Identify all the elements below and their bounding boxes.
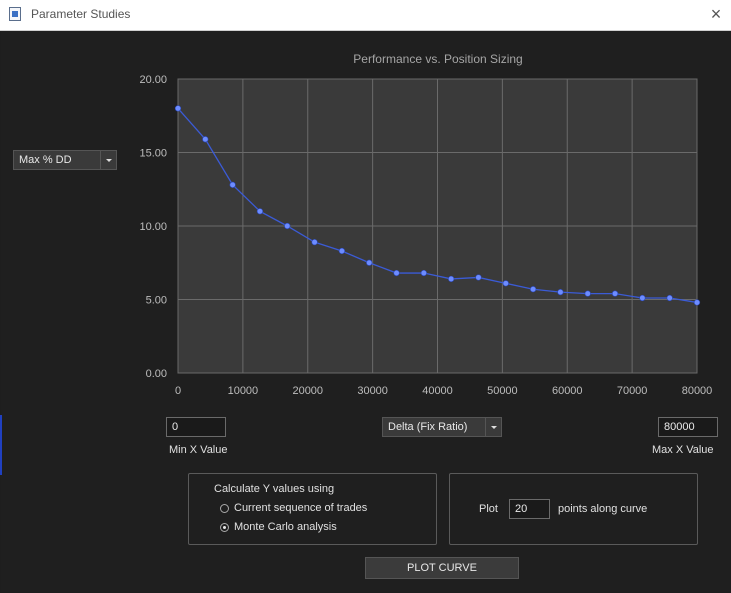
radio-current-sequence[interactable]: Current sequence of trades — [220, 502, 367, 514]
data-point — [311, 239, 318, 246]
data-point — [393, 269, 400, 277]
x-tick-label: 20000 — [292, 385, 323, 397]
x-tick-label: 10000 — [228, 385, 259, 397]
x-tick-label: 60000 — [552, 385, 583, 397]
window-title: Parameter Studies — [31, 7, 131, 21]
plot-prefix-label: Plot — [479, 503, 498, 515]
data-point — [502, 280, 509, 287]
x-tick-label: 70000 — [617, 385, 648, 397]
y-tick-label: 10.00 — [139, 221, 167, 233]
x-parameter-dropdown[interactable]: Delta (Fix Ratio) — [382, 417, 502, 437]
x-tick-label: 50000 — [487, 385, 518, 397]
calculate-y-group: Calculate Y values using Current sequenc… — [188, 473, 437, 545]
data-point — [284, 222, 291, 230]
chevron-down-icon — [485, 418, 501, 436]
title-bar: Parameter Studies — [0, 0, 731, 31]
min-x-input[interactable]: 0 — [166, 417, 226, 437]
plot-curve-button[interactable]: PLOT CURVE — [365, 557, 519, 579]
plot-border — [177, 78, 698, 374]
data-point — [584, 290, 591, 297]
radio-button[interactable] — [220, 522, 229, 532]
y-tick-label: 5.00 — [146, 295, 167, 307]
min-x-label: Min X Value — [169, 444, 228, 456]
data-point — [530, 286, 537, 293]
calculate-y-heading: Calculate Y values using — [214, 483, 335, 495]
left-edge-accent — [0, 415, 2, 475]
plot-points-group: Plot 20 points along curve — [449, 473, 698, 545]
radio-label: Monte Carlo analysis — [234, 521, 337, 533]
data-point — [557, 289, 564, 296]
y-tick-label: 15.00 — [139, 148, 167, 160]
radio-monte-carlo[interactable]: Monte Carlo analysis — [220, 521, 337, 533]
data-point — [639, 294, 646, 302]
y-metric-selected: Max % DD — [19, 154, 72, 166]
data-point — [420, 269, 427, 277]
app-icon — [9, 7, 21, 21]
data-point — [174, 105, 182, 112]
radio-label: Current sequence of trades — [234, 502, 368, 514]
x-tick-label: 80000 — [682, 385, 713, 397]
y-tick-label: 20.00 — [139, 74, 167, 86]
data-point — [229, 181, 236, 188]
max-x-label: Max X Value — [652, 444, 714, 456]
chart-title: Performance vs. Position Sizing — [353, 52, 523, 66]
data-point — [366, 259, 373, 266]
x-parameter-selected: Delta (Fix Ratio) — [388, 421, 468, 433]
x-tick-label: 40000 — [422, 385, 453, 397]
data-point — [611, 290, 619, 297]
radio-button[interactable] — [220, 503, 229, 513]
series-line — [177, 107, 698, 304]
chevron-down-icon — [100, 151, 116, 169]
data-point — [202, 136, 209, 143]
data-point — [666, 294, 673, 302]
y-metric-dropdown[interactable]: Max % DD — [13, 150, 117, 170]
x-tick-label: 30000 — [357, 385, 388, 397]
data-point — [256, 208, 264, 215]
data-point — [448, 275, 455, 283]
y-tick-label: 0.00 — [146, 368, 167, 380]
max-x-input[interactable]: 80000 — [658, 417, 718, 437]
points-input[interactable]: 20 — [509, 499, 550, 519]
plot-suffix-label: points along curve — [558, 503, 648, 515]
x-tick-label: 0 — [175, 385, 181, 397]
data-point — [693, 299, 701, 306]
data-point — [475, 274, 482, 281]
data-point — [338, 247, 345, 255]
